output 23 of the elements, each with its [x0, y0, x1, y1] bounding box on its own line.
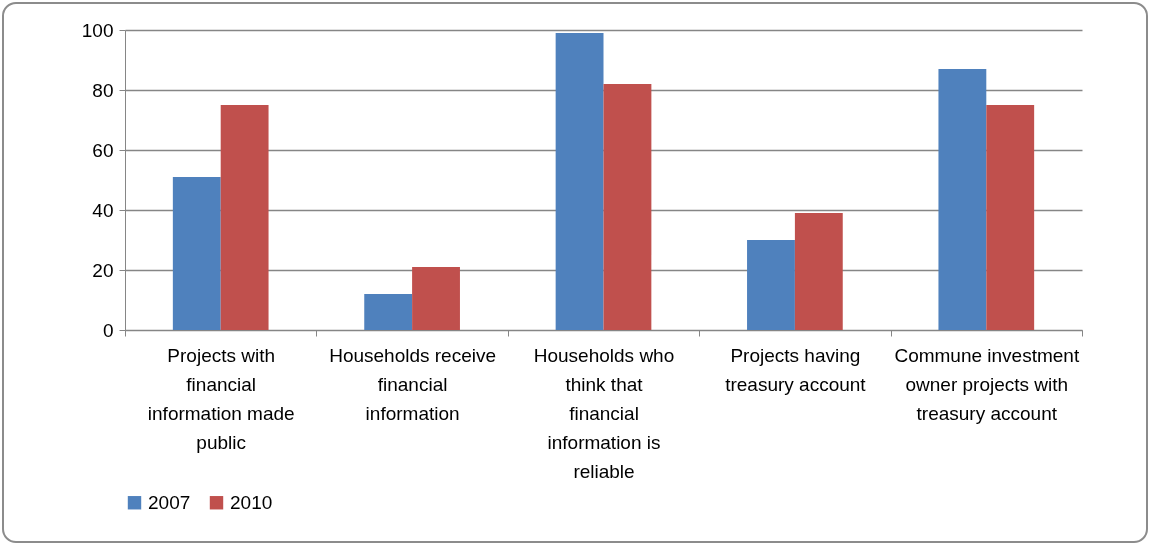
bar	[986, 105, 1035, 330]
legend-label: 2007	[148, 491, 191, 513]
x-tick-label: Commune investment owner projects with treasury account	[894, 344, 1080, 424]
y-tick-label: 100	[81, 19, 114, 41]
x-tick-label: Households receive financial information	[329, 344, 497, 424]
y-tick-label: 80	[92, 79, 114, 101]
legend-label: 2010	[230, 491, 273, 513]
y-tick-label: 20	[92, 259, 114, 281]
x-tick-label: Projects having treasury account	[725, 344, 867, 395]
bar	[938, 69, 987, 330]
bar	[794, 213, 843, 330]
bar	[555, 33, 604, 330]
y-tick-label: 60	[92, 139, 114, 161]
y-tick-label: 0	[102, 319, 114, 341]
bar	[364, 294, 413, 330]
bar	[603, 84, 652, 330]
x-tick-label: Projects with financial information made public	[147, 344, 295, 453]
x-tick-label: Households who think that financial information is reliable	[533, 344, 675, 482]
bar	[220, 105, 269, 330]
bar	[172, 177, 221, 330]
bar	[747, 240, 795, 330]
y-tick-label: 40	[92, 199, 114, 221]
bar	[412, 267, 460, 330]
